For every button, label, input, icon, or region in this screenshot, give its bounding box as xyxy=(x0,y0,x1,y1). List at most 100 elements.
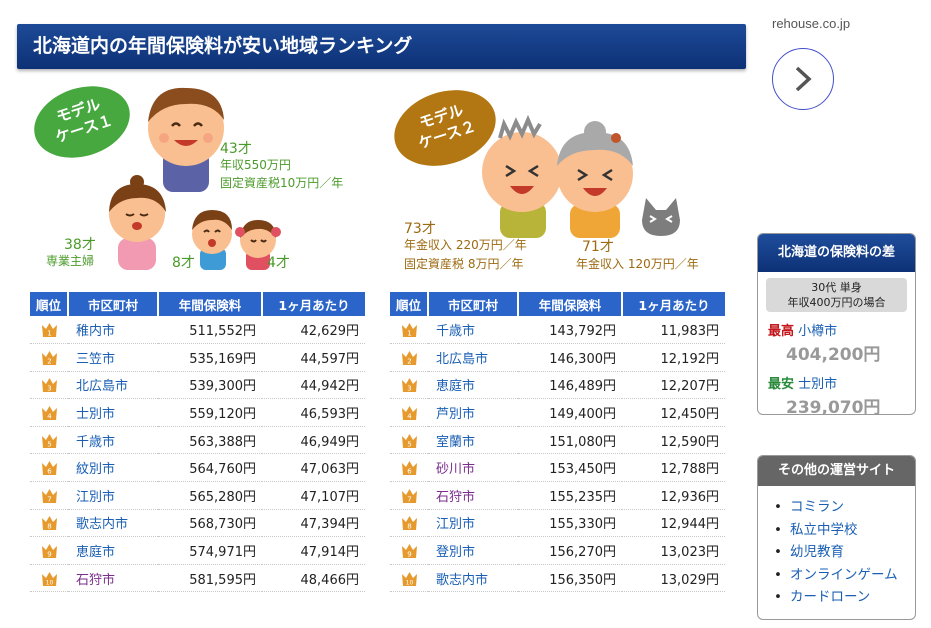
mother-age: 38才 xyxy=(64,237,96,253)
rank-cell: 5 xyxy=(390,426,428,455)
city-link[interactable]: 石狩市 xyxy=(428,481,518,510)
city-link[interactable]: 三笠市 xyxy=(68,343,158,372)
city-link[interactable]: 紋別市 xyxy=(68,453,158,483)
city-link[interactable]: 稚内市 xyxy=(68,316,158,345)
highest-label: 最高 xyxy=(768,324,795,339)
city-link[interactable]: 石狩市 xyxy=(68,564,158,593)
monthly-premium: 42,629円 xyxy=(262,316,365,345)
table-row: 2 三笠市 535,169円 44,597円 xyxy=(30,343,365,372)
annual-premium: 156,270円 xyxy=(518,536,622,565)
rank-number: 2 xyxy=(407,357,411,365)
city-link[interactable]: 北広島市 xyxy=(68,371,158,400)
annual-premium: 565,280円 xyxy=(158,481,262,510)
city-link[interactable]: 歌志内市 xyxy=(428,564,518,593)
city-link[interactable]: 歌志内市 xyxy=(68,509,158,538)
rank-cell: 2 xyxy=(30,343,68,372)
other-site-link[interactable]: 幼児教育 xyxy=(774,541,915,564)
crown-rank-icon: 7 xyxy=(401,488,417,503)
rank-number: 10 xyxy=(45,579,53,586)
crown-rank-icon: 3 xyxy=(401,378,417,393)
case2-property-tax: 固定資産税 8万円／年 xyxy=(404,257,524,271)
rank-number: 5 xyxy=(47,440,51,448)
annual-premium: 155,330円 xyxy=(518,509,622,538)
city-link[interactable]: 士別市 xyxy=(68,398,158,427)
table-row: 9 恵庭市 574,971円 47,914円 xyxy=(30,536,365,565)
annual-premium: 149,400円 xyxy=(518,398,622,427)
premium-difference-title: 北海道の保険料の差 xyxy=(758,234,915,272)
rank-number: 9 xyxy=(407,551,411,559)
crown-rank-icon: 5 xyxy=(401,433,417,448)
city-link[interactable]: 千歳市 xyxy=(428,316,518,345)
city-link[interactable]: 登別市 xyxy=(428,536,518,565)
monthly-premium: 44,942円 xyxy=(262,371,365,400)
rank-number: 3 xyxy=(407,385,411,393)
family-illustration xyxy=(109,87,281,270)
other-site-link[interactable]: カードローン xyxy=(774,586,915,609)
husband-age: 73才 xyxy=(404,221,436,237)
monthly-premium: 48,466円 xyxy=(262,564,365,593)
crown-rank-icon: 3 xyxy=(41,378,57,393)
rank-cell: 5 xyxy=(30,426,68,455)
city-link[interactable]: 江別市 xyxy=(428,509,518,538)
col-city: 市区町村 xyxy=(68,292,159,316)
rank-number: 1 xyxy=(407,330,411,338)
lowest-row: 最安 士別市 xyxy=(768,373,915,392)
highest-city: 小樽市 xyxy=(798,324,838,339)
rank-number: 8 xyxy=(407,523,411,531)
annual-premium: 568,730円 xyxy=(158,509,262,538)
annual-premium: 574,971円 xyxy=(158,536,262,565)
city-link[interactable]: 千歳市 xyxy=(68,426,158,455)
col-monthly: 1ヶ月あたり xyxy=(262,292,365,316)
table-row: 5 千歳市 563,388円 46,949円 xyxy=(30,426,365,455)
monthly-premium: 47,063円 xyxy=(262,453,365,483)
rank-cell: 6 xyxy=(30,453,68,483)
rank-cell: 3 xyxy=(30,371,68,400)
other-site-link[interactable]: 私立中学校 xyxy=(774,519,915,542)
monthly-premium: 12,450円 xyxy=(622,398,725,427)
monthly-premium: 46,593円 xyxy=(262,398,365,427)
table-row: 4 士別市 559,120円 46,593円 xyxy=(30,398,365,427)
crown-rank-icon: 8 xyxy=(401,516,417,531)
crown-rank-icon: 6 xyxy=(41,461,57,476)
rank-cell: 6 xyxy=(390,453,428,483)
col-rank: 順位 xyxy=(390,292,429,316)
table-row: 7 江別市 565,280円 47,107円 xyxy=(30,481,365,510)
city-link[interactable]: 江別市 xyxy=(68,481,158,510)
annual-premium: 156,350円 xyxy=(518,564,622,593)
monthly-premium: 44,597円 xyxy=(262,343,365,372)
crown-rank-icon: 4 xyxy=(401,406,417,421)
crown-rank-icon: 8 xyxy=(41,516,57,531)
rank-number: 6 xyxy=(47,468,52,476)
annual-premium: 581,595円 xyxy=(158,564,262,593)
annual-premium: 155,235円 xyxy=(518,481,622,510)
child1-age: 8才 xyxy=(172,255,195,271)
monthly-premium: 12,936円 xyxy=(622,481,725,510)
city-link[interactable]: 砂川市 xyxy=(428,453,518,483)
next-button[interactable] xyxy=(772,48,834,110)
col-city: 市区町村 xyxy=(428,292,519,316)
city-link[interactable]: 恵庭市 xyxy=(68,536,158,565)
monthly-premium: 11,983円 xyxy=(622,316,725,345)
father-age: 43才 xyxy=(220,141,252,157)
condition-line-1: 30代 単身 xyxy=(811,281,862,294)
city-link[interactable]: 室蘭市 xyxy=(428,426,518,455)
monthly-premium: 47,107円 xyxy=(262,481,365,510)
city-link[interactable]: 北広島市 xyxy=(428,343,518,372)
city-link[interactable]: 恵庭市 xyxy=(428,371,518,400)
crown-rank-icon: 10 xyxy=(401,571,417,586)
city-link[interactable]: 芦別市 xyxy=(428,398,518,427)
other-sites-title: その他の運営サイト xyxy=(758,456,915,486)
crown-rank-icon: 5 xyxy=(41,433,57,448)
table-header-row: 順位 市区町村 年間保険料 1ヶ月あたり xyxy=(390,292,725,316)
lowest-amount: 239,070円 xyxy=(786,398,881,415)
table-row: 1 千歳市 143,792円 11,983円 xyxy=(390,316,725,345)
rank-number: 7 xyxy=(47,495,51,503)
rank-cell: 7 xyxy=(30,481,68,510)
rank-cell: 1 xyxy=(30,316,68,345)
other-site-link[interactable]: コミラン xyxy=(774,496,915,519)
other-site-link[interactable]: オンラインゲーム xyxy=(774,564,915,587)
table-row: 4 芦別市 149,400円 12,450円 xyxy=(390,398,725,427)
table-row: 9 登別市 156,270円 13,023円 xyxy=(390,536,725,565)
lowest-label: 最安 xyxy=(768,377,795,392)
rank-cell: 9 xyxy=(390,536,428,565)
